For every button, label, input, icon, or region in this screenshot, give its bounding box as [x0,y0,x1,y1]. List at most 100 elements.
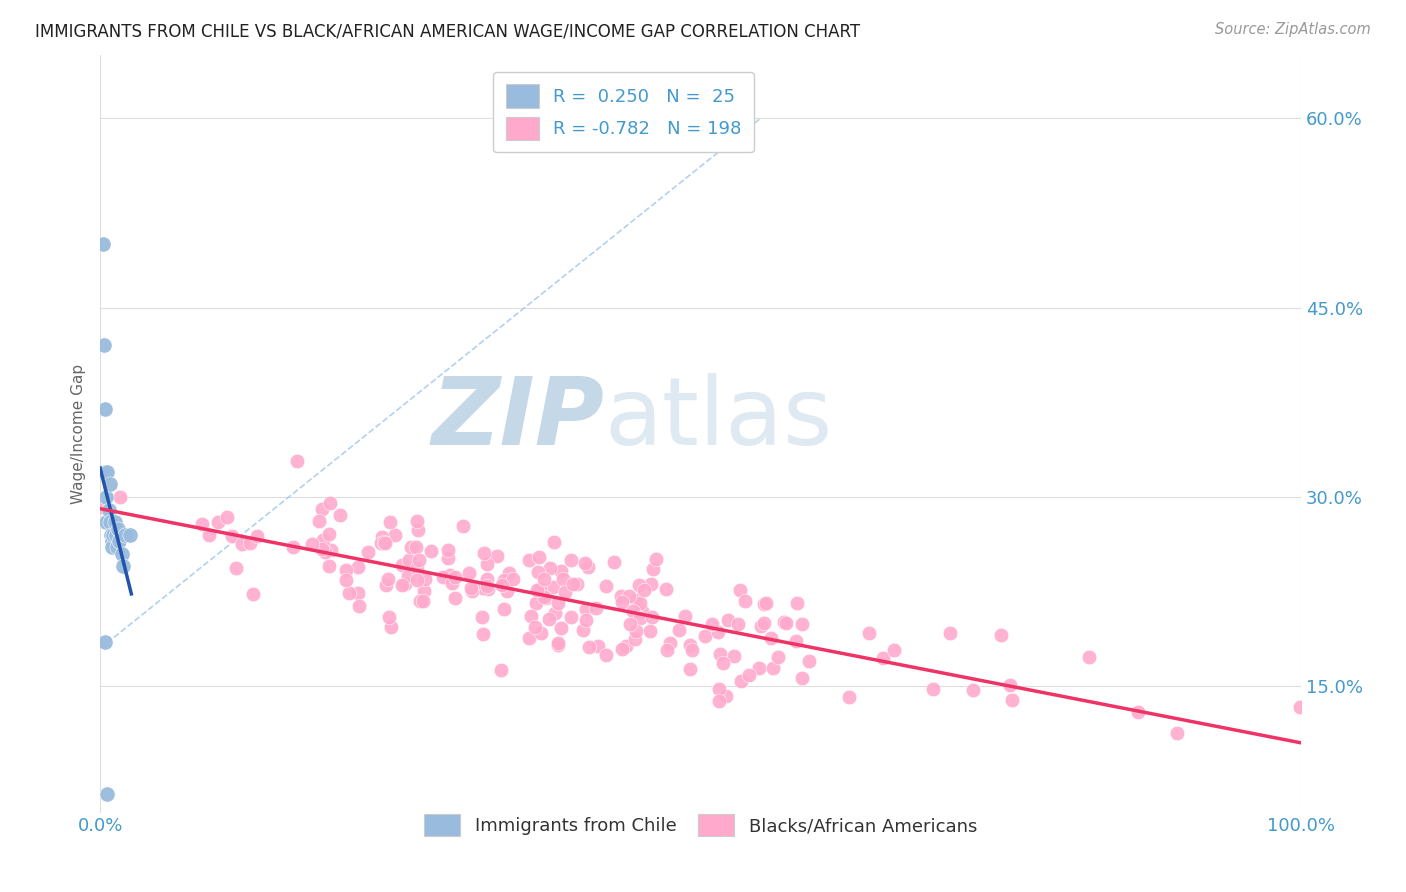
Point [108,490,131,504]
Point [375,577,398,591]
Point [628,611,651,625]
Point [471,581,494,595]
Point [624,632,647,646]
Point [754,597,776,611]
Point [98,515,121,529]
Point [755,596,778,610]
Point [785,634,807,648]
Point [707,624,730,639]
Point [314,545,336,559]
Point [477,582,499,596]
Point [94,635,117,649]
Point [679,662,702,676]
Point [373,535,395,549]
Point [858,625,880,640]
Point [97,502,120,516]
Point [709,647,731,661]
Point [576,560,599,574]
Point [329,508,352,523]
Point [883,642,905,657]
Point [527,565,550,579]
Point [90,500,112,514]
Point [658,636,681,650]
Point [420,544,443,558]
Text: ZIP: ZIP [432,373,605,465]
Point [406,523,429,537]
Point [727,617,749,632]
Point [610,595,633,609]
Point [673,609,696,624]
Point [547,596,569,610]
Point [198,528,221,542]
Point [94,490,117,504]
Point [440,576,463,591]
Point [308,514,330,528]
Point [460,584,482,599]
Point [408,594,430,608]
Point [748,660,770,674]
Point [523,620,546,634]
Point [565,576,588,591]
Point [614,639,637,653]
Point [398,553,420,567]
Point [554,584,576,599]
Point [679,639,702,653]
Point [108,534,131,549]
Point [728,583,751,598]
Point [575,613,598,627]
Point [311,502,333,516]
Point [730,673,752,688]
Point [610,642,633,657]
Point [215,510,238,524]
Point [105,541,128,555]
Point [772,615,794,630]
Point [655,582,678,597]
Point [1166,726,1188,740]
Point [489,664,512,678]
Point [749,619,772,633]
Point [346,586,368,600]
Point [91,237,114,252]
Point [101,541,124,555]
Point [103,528,125,542]
Point [529,549,551,564]
Point [633,583,655,598]
Point [318,526,340,541]
Point [655,643,678,657]
Point [668,623,690,637]
Point [94,465,117,479]
Point [458,566,481,580]
Point [530,625,553,640]
Point [786,596,808,610]
Point [378,609,401,624]
Point [94,401,117,416]
Point [471,610,494,624]
Point [346,560,368,574]
Point [98,477,121,491]
Point [301,537,323,551]
Point [543,535,565,549]
Point [103,515,125,529]
Point [475,579,498,593]
Point [437,543,460,558]
Point [370,536,392,550]
Point [962,683,984,698]
Point [775,616,797,631]
Point [624,624,647,638]
Point [541,580,564,594]
Point [517,631,540,645]
Point [572,623,595,637]
Point [617,590,640,604]
Point [443,570,465,584]
Point [396,569,419,583]
Point [640,624,662,638]
Point [370,530,392,544]
Point [922,681,945,696]
Point [640,610,662,624]
Point [437,550,460,565]
Point [239,536,262,550]
Point [399,540,422,554]
Point [319,543,342,558]
Point [723,648,745,663]
Point [406,515,429,529]
